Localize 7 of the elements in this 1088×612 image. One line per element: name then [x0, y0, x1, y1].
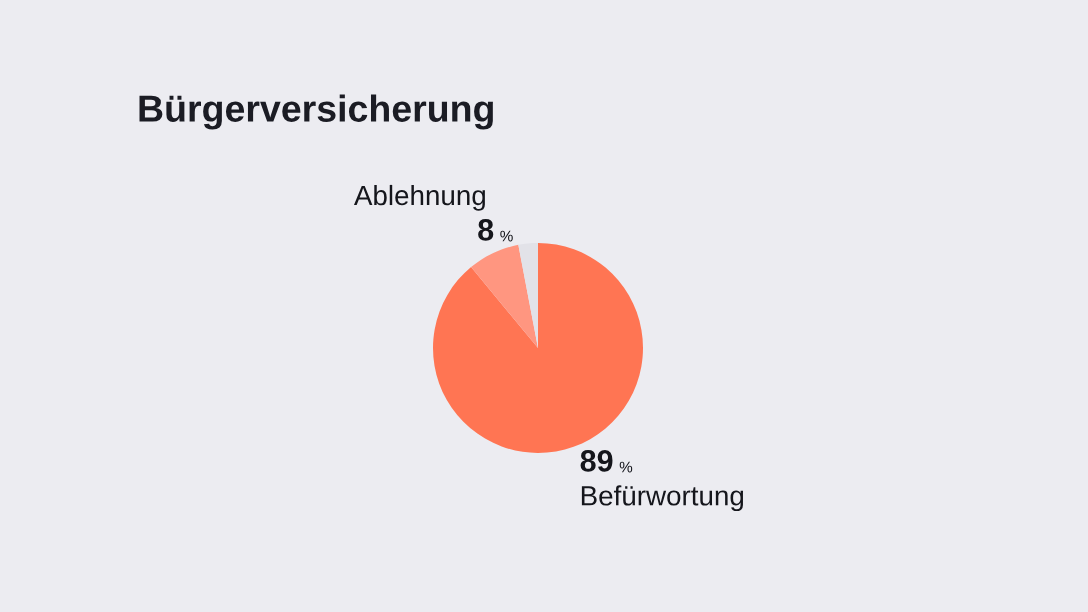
pie-slice	[518, 243, 538, 348]
chart-title: Bürgerversicherung	[139, 94, 493, 130]
pie-slice	[471, 244, 538, 348]
slice-label: Ablehnung	[353, 184, 485, 211]
data-label: 89 %	[580, 450, 633, 473]
slice-label: Befürwortung	[581, 485, 744, 512]
data-label: 8 %	[478, 219, 513, 242]
